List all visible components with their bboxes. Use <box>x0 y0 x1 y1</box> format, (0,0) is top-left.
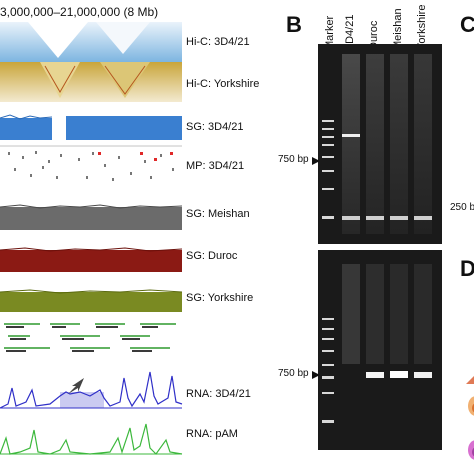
gene-annotation-track <box>4 323 176 352</box>
track-label-rna-pam: RNA: pAM <box>186 428 238 440</box>
track-label-sg-yorkshire: SG: Yorkshire <box>186 292 254 304</box>
sg-meishan-track <box>0 204 183 230</box>
track-label-sg-3d421: SG: 3D4/21 <box>186 121 244 133</box>
track-label-mp-3d421: MP: 3D4/21 <box>186 160 245 172</box>
panel-letter-c: C <box>460 12 474 37</box>
bp-label-c: 250 bp <box>450 202 474 213</box>
track-label-hic-3d421: Hi-C: 3D4/21 <box>186 36 250 48</box>
panel-letter-d: D <box>460 256 474 281</box>
hic-map <box>0 22 182 102</box>
pointer-icon <box>312 371 320 379</box>
bp-label-top: 750 bp <box>278 154 309 165</box>
arrow-icon <box>68 378 84 394</box>
track-label-hic-yorkshire: Hi-C: Yorkshire <box>186 78 260 90</box>
genomic-coordinates: 3,000,000–21,000,000 (8 Mb) <box>0 5 159 19</box>
rna-pam-track <box>0 423 183 455</box>
track-label-rna-3d421: RNA: 3D4/21 <box>186 388 251 400</box>
track-label-sg-meishan: SG: Meishan <box>186 208 250 220</box>
track-label-sg-duroc: SG: Duroc <box>186 250 238 262</box>
gel-image-bottom <box>318 250 442 450</box>
pointer-icon <box>312 157 320 165</box>
bp-label-bottom: 750 bp <box>278 368 309 379</box>
sg-yorkshire-track <box>0 289 183 312</box>
panel-letter-b: B <box>286 12 302 37</box>
mp-3d421-track <box>0 145 182 181</box>
gel-image-top <box>318 44 442 244</box>
sg-duroc-track <box>0 247 183 272</box>
cropped-shapes <box>466 376 474 460</box>
rna-3d421-track <box>0 371 183 409</box>
sg-3d421-track <box>0 112 182 140</box>
